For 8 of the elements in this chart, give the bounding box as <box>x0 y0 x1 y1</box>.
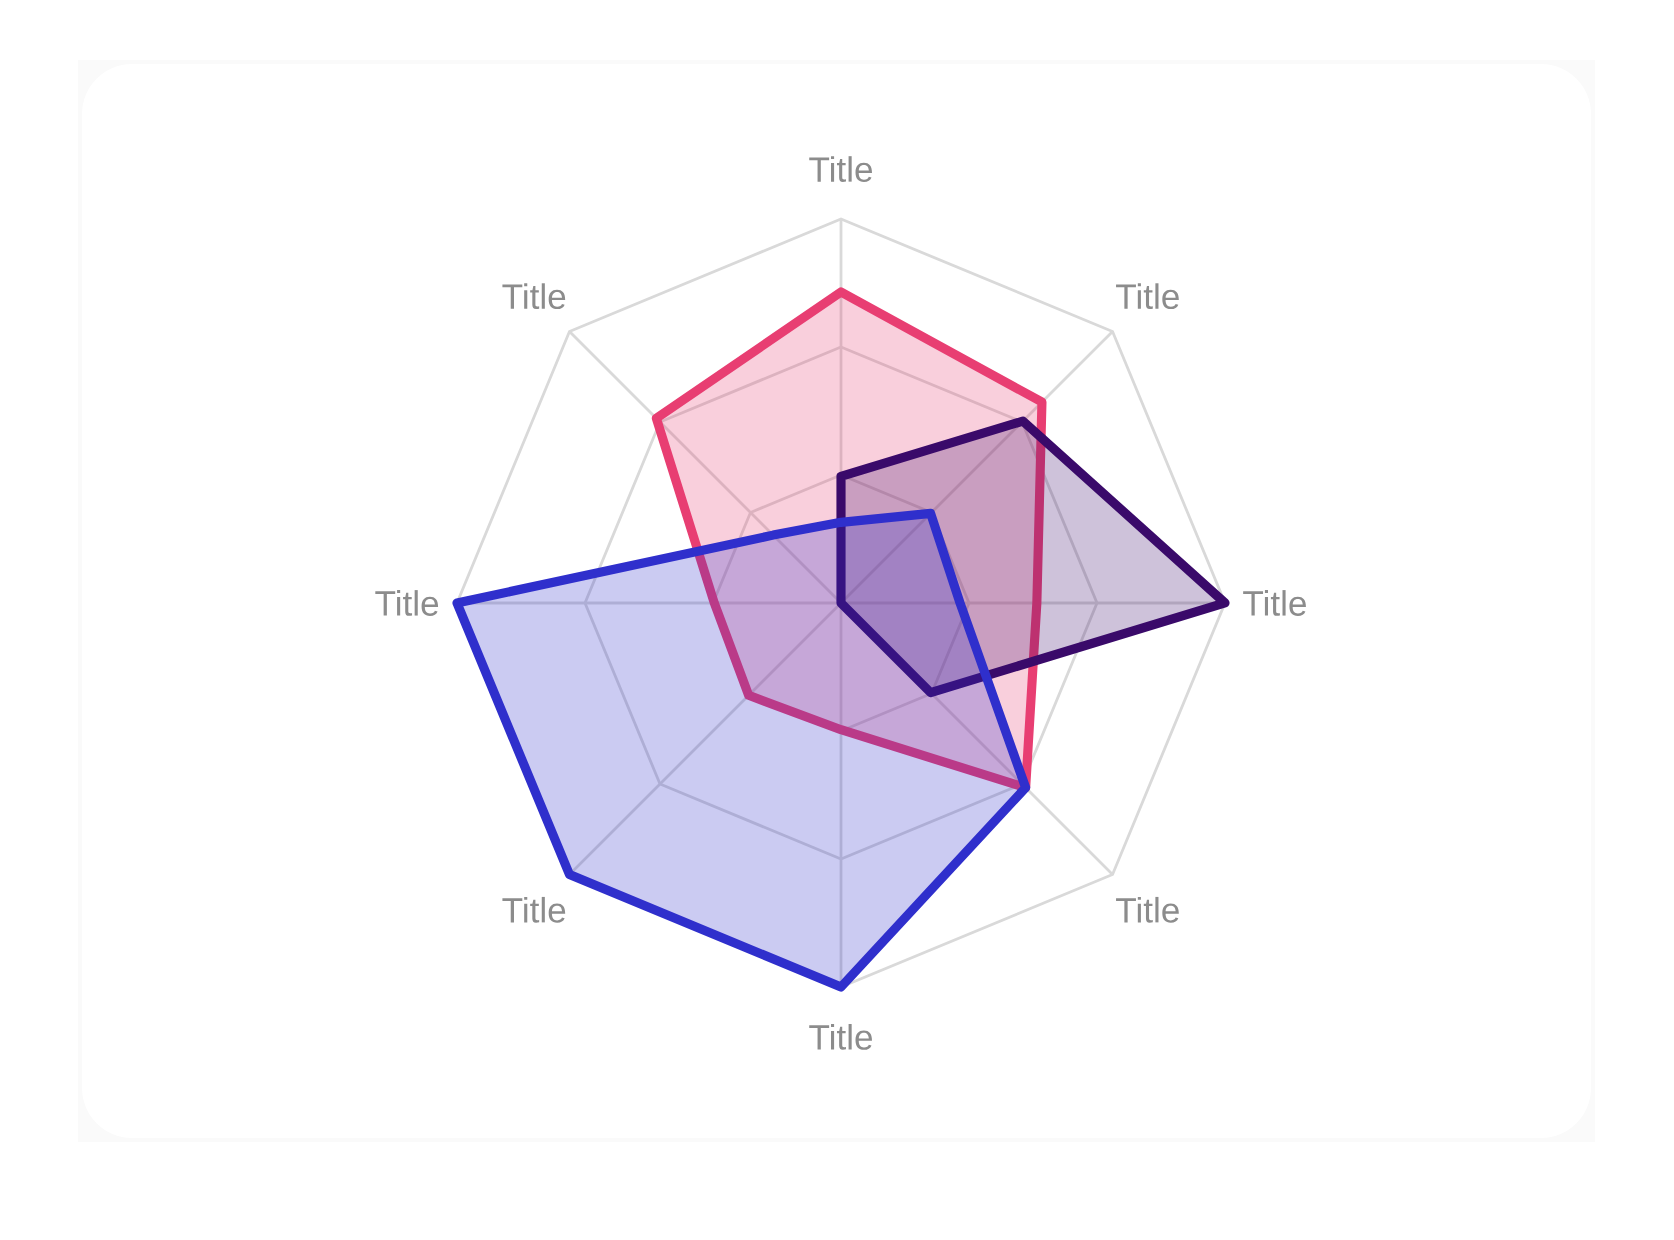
spoke-label: Title <box>809 1024 872 1050</box>
spoke-label: Title <box>502 896 566 923</box>
spoke-label: Title <box>1243 590 1306 616</box>
spoke-label: Title <box>1116 283 1179 310</box>
spoke-label: Title <box>809 156 872 182</box>
spoke-label: Title <box>1116 896 1179 923</box>
spoke-label: Title <box>502 283 566 310</box>
spoke-label: Title <box>375 590 439 616</box>
